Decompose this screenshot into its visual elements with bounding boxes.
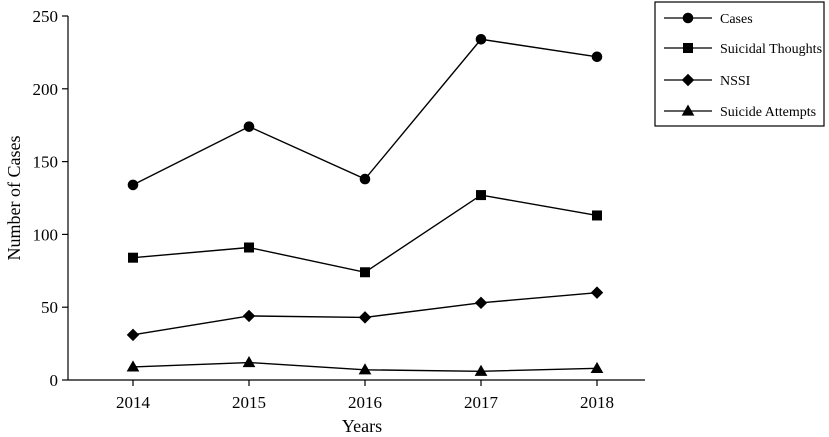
data-point (126, 328, 140, 342)
y-tick-label: 50 (41, 298, 58, 317)
legend-item: Suicidal Thoughts (664, 42, 822, 57)
data-point (476, 190, 486, 201)
data-point (127, 179, 139, 191)
legend-marker-square-icon (683, 43, 693, 53)
data-point (359, 173, 371, 185)
legend-label: Cases (720, 12, 753, 27)
y-tick-label: 0 (50, 371, 59, 390)
data-point (475, 33, 487, 45)
data-point (243, 121, 255, 132)
y-tick-label: 200 (33, 80, 59, 99)
series-cases (127, 33, 603, 191)
legend-item: NSSI (664, 73, 751, 89)
data-point (591, 51, 603, 63)
series-group (126, 33, 604, 376)
y-axis-title: Number of Cases (4, 136, 24, 261)
legend-marker-circle-icon (682, 12, 694, 24)
data-point (360, 267, 370, 278)
series-suicidal-thoughts (128, 190, 602, 278)
data-point (474, 364, 488, 376)
y-tick-label: 150 (33, 153, 59, 172)
legend: Cases Suicidal Thoughts NSSI Suicide Attemp… (654, 1, 825, 127)
y-tick-label: 250 (33, 7, 59, 26)
data-point (590, 286, 604, 299)
x-tick-label: 2018 (580, 393, 614, 412)
x-axis-title: Years (342, 416, 382, 436)
legend-label: Suicide Attempts (720, 105, 816, 120)
data-point (590, 361, 604, 373)
legend-marker-triangle-icon (681, 104, 695, 116)
legend-box (654, 1, 825, 127)
y-tick-label: 100 (33, 225, 59, 244)
data-point (128, 252, 138, 263)
data-point (126, 360, 140, 372)
x-tick-label: 2014 (116, 393, 151, 412)
data-point (244, 242, 254, 253)
legend-item: Cases (664, 12, 753, 27)
series-line (132, 38, 598, 186)
data-point (592, 210, 602, 221)
legend-item: Suicide Attempts (664, 104, 816, 120)
axes (67, 16, 645, 381)
series-suicide-attempts (126, 356, 604, 376)
data-point (242, 309, 256, 323)
data-point (242, 356, 256, 368)
series-nssi (126, 286, 604, 342)
data-point (358, 311, 372, 324)
y-ticks: 0 50 100 150 200 250 (33, 7, 68, 390)
legend-label: NSSI (720, 74, 751, 89)
data-point (474, 296, 488, 310)
legend-marker-diamond-icon (681, 73, 695, 87)
series-line (132, 194, 598, 274)
data-point (358, 363, 372, 375)
x-tick-label: 2016 (348, 393, 382, 412)
legend-label: Suicidal Thoughts (720, 42, 822, 57)
x-tick-label: 2015 (232, 393, 266, 412)
x-tick-label: 2017 (464, 393, 499, 412)
x-ticks: 2014 2015 2016 2017 2018 (116, 380, 614, 412)
